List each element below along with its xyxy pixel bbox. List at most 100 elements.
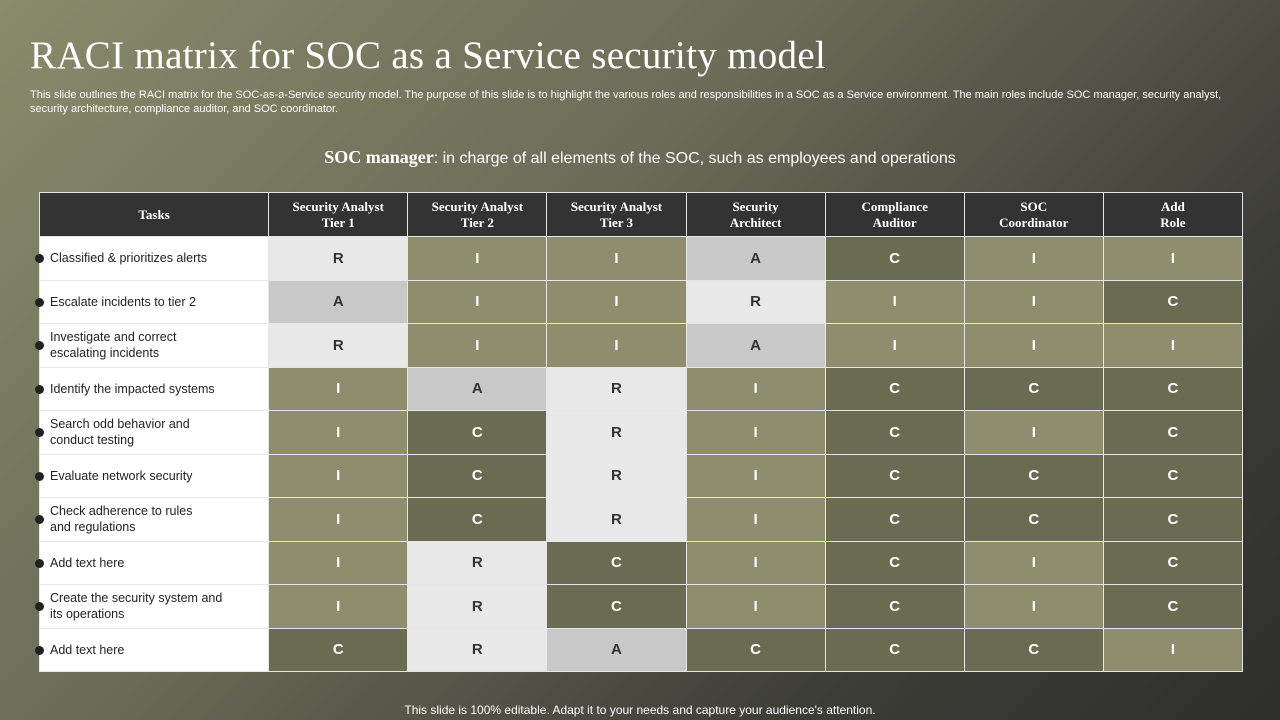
task-label: Escalate incidents to tier 2 — [50, 294, 196, 309]
header-label: Add — [1160, 198, 1185, 214]
task-label: its operations — [50, 607, 125, 622]
raci-cell: I — [963, 323, 1104, 368]
raci-cell: A — [407, 366, 548, 411]
raci-cell: I — [546, 279, 687, 324]
table-row: Create the security system and its operat… — [35, 584, 1244, 629]
bullet-icon — [35, 341, 44, 351]
header-label: Architect — [729, 214, 782, 230]
task-cell: Add text here — [35, 627, 270, 672]
raci-cell: I — [546, 236, 687, 281]
header-label: Tier 3 — [599, 214, 634, 230]
raci-cell: C — [407, 497, 548, 542]
bullet-icon — [35, 254, 44, 264]
header-role: Security Analyst Tier 1 — [268, 192, 409, 237]
raci-cell: C — [824, 410, 965, 455]
table-row: Identify the impacted systems I A R I C C C — [35, 366, 1244, 411]
raci-cell: I — [268, 366, 409, 411]
table-row: Search odd behavior and conduct testing I C… — [35, 410, 1244, 455]
header-role: Security Analyst Tier 3 — [546, 192, 687, 237]
task-cell: Create the security system and its operat… — [35, 584, 270, 629]
task-label: Create the security system and — [50, 591, 223, 606]
header-label: Role — [1160, 214, 1186, 230]
raci-cell: C — [963, 366, 1104, 411]
task-label: escalating incidents — [50, 346, 160, 361]
raci-cell: I — [685, 366, 826, 411]
raci-cell: I — [1102, 627, 1244, 672]
header-label: Auditor — [872, 214, 917, 230]
bullet-icon — [35, 471, 44, 481]
table-header-row: Tasks Security Analyst Tier 1 Security Anal… — [38, 192, 1244, 237]
raci-cell: I — [1102, 236, 1244, 281]
raci-cell: C — [1102, 410, 1244, 455]
raci-cell: C — [824, 453, 965, 498]
raci-cell: C — [1102, 366, 1244, 411]
bullet-icon — [35, 602, 44, 612]
raci-cell: I — [268, 584, 409, 629]
table-body: Classified & prioritizes alerts R I I A C I I Es… — [35, 236, 1244, 672]
raci-cell: I — [407, 323, 548, 368]
table-row: Check adherence to rules and regulations I… — [35, 497, 1244, 542]
raci-matrix-table: Tasks Security Analyst Tier 1 Security Anal… — [35, 192, 1244, 672]
role-subheading: SOC manager: in charge of all elements o… — [0, 145, 1280, 171]
raci-cell: C — [546, 540, 687, 585]
raci-cell: I — [963, 410, 1104, 455]
raci-cell: C — [407, 453, 548, 498]
raci-cell: I — [268, 540, 409, 585]
header-role: Security Analyst Tier 2 — [407, 192, 548, 237]
header-label: Security — [732, 198, 779, 214]
raci-cell: C — [824, 540, 965, 585]
task-cell: Identify the impacted systems — [35, 366, 270, 411]
footer-note: This slide is 100% editable. Adapt it to… — [404, 703, 876, 717]
header-label: SOC — [1020, 198, 1048, 214]
task-label: Investigate and correct — [50, 330, 177, 345]
bullet-icon — [35, 384, 44, 394]
raci-cell: I — [546, 323, 687, 368]
raci-cell: A — [268, 279, 409, 324]
raci-cell: A — [685, 236, 826, 281]
raci-cell: I — [685, 540, 826, 585]
header-role: Add Role — [1102, 192, 1244, 237]
raci-cell: I — [685, 584, 826, 629]
header-label: Tier 2 — [460, 214, 494, 230]
raci-cell: C — [1102, 540, 1244, 585]
table-row: Investigate and correct escalating incide… — [35, 323, 1244, 368]
raci-cell: I — [685, 410, 826, 455]
raci-cell: C — [268, 627, 409, 672]
table-row: Add text here I R C I C I C — [35, 540, 1244, 585]
task-cell: Investigate and correct escalating incide… — [35, 323, 270, 368]
raci-cell: R — [546, 497, 687, 542]
raci-cell: C — [1102, 279, 1244, 324]
raci-cell: I — [268, 453, 409, 498]
raci-cell: C — [1102, 497, 1244, 542]
raci-cell: I — [963, 540, 1104, 585]
raci-cell: C — [824, 627, 965, 672]
bullet-icon — [35, 428, 44, 438]
task-label: Identify the impacted systems — [50, 381, 215, 396]
task-label: Check adherence to rules — [50, 504, 193, 519]
raci-cell: C — [1102, 584, 1244, 629]
raci-cell: I — [963, 279, 1104, 324]
header-label: Security Analyst — [431, 198, 524, 214]
header-label: Tasks — [138, 206, 170, 222]
raci-cell: I — [963, 584, 1104, 629]
task-label: Search odd behavior and — [50, 417, 190, 432]
header-label: Security Analyst — [570, 198, 663, 214]
raci-cell: R — [546, 410, 687, 455]
task-label: Classified & prioritizes alerts — [50, 251, 207, 266]
bullet-icon — [35, 515, 44, 525]
task-label: Evaluate network security — [50, 468, 193, 483]
table-row: Evaluate network security I C R I C C C — [35, 453, 1244, 498]
role-description: : in charge of all elements of the SOC, … — [433, 150, 956, 167]
header-label: Coordinator — [999, 214, 1069, 230]
task-cell: Classified & prioritizes alerts — [35, 236, 270, 281]
raci-cell: I — [685, 453, 826, 498]
raci-cell: C — [407, 410, 548, 455]
header-label: Tier 1 — [321, 214, 355, 230]
task-cell: Check adherence to rules and regulations — [35, 497, 270, 542]
raci-cell: I — [1102, 323, 1244, 368]
raci-cell: R — [268, 236, 409, 281]
page-title: RACI matrix for SOC as a Service securit… — [30, 34, 827, 77]
raci-cell: C — [546, 584, 687, 629]
raci-cell: R — [685, 279, 826, 324]
